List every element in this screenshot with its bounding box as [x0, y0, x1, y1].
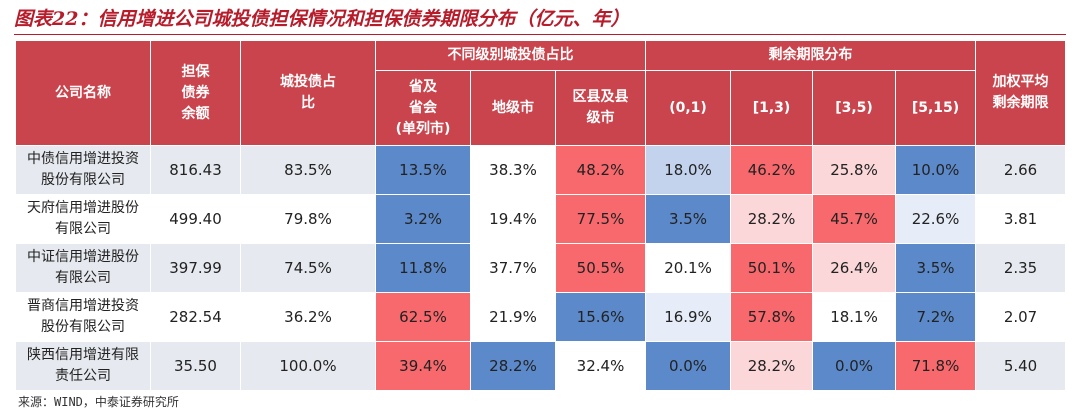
value-cell: 7.2%: [895, 292, 977, 342]
header-cell: 区县及县 级市: [554, 70, 647, 146]
value-cell: 3.5%: [645, 194, 732, 244]
company-name: 中债信用增进投资股份有限公司: [27, 151, 139, 188]
company-name: 中证信用增进股份有限公司: [27, 249, 139, 286]
value-cell: 15.6%: [554, 292, 647, 342]
value-cell: 62.5%: [375, 292, 471, 342]
value-cell: 21.9%: [470, 292, 556, 342]
company-cell: 中证信用增进股份有限公司: [15, 243, 151, 293]
table-row: 天府信用增进股份有限公司 499.40 79.8% 3.2% 19.4% 77.5% 3.5…: [15, 194, 1067, 244]
value-cell: 100.0%: [240, 341, 376, 391]
header-cell: (0,1): [645, 70, 732, 146]
group-header: 剩余期限分布: [645, 40, 977, 71]
company-cell: 陕西信用增进有限责任公司: [15, 341, 151, 391]
value-cell: 50.1%: [730, 243, 814, 293]
value-cell: 18.1%: [812, 292, 897, 342]
company-cell: 中债信用增进投资股份有限公司: [15, 145, 151, 195]
value-cell: 3.81: [975, 194, 1067, 244]
value-cell: 83.5%: [240, 145, 376, 195]
company-cell: 天府信用增进股份有限公司: [15, 194, 151, 244]
header-cell: [5,15): [895, 70, 977, 146]
value-cell: 816.43: [150, 145, 241, 195]
header-cell: 加权平均 剩余期限: [975, 40, 1067, 146]
value-cell: 16.9%: [645, 292, 732, 342]
value-cell: 2.35: [975, 243, 1067, 293]
value-cell: 46.2%: [730, 145, 814, 195]
value-cell: 38.3%: [470, 145, 556, 195]
value-cell: 10.0%: [895, 145, 977, 195]
value-cell: 37.7%: [470, 243, 556, 293]
value-cell: 57.8%: [730, 292, 814, 342]
title: 图表22：信用增进公司城投债担保情况和担保债券期限分布（亿元、年）: [14, 4, 1066, 35]
table-row: 晋商信用增进投资股份有限公司 282.54 36.2% 62.5% 21.9% 15.6%…: [15, 292, 1067, 342]
value-cell: 0.0%: [812, 341, 897, 391]
company-name: 陕西信用增进有限责任公司: [27, 347, 139, 384]
value-cell: 397.99: [150, 243, 241, 293]
header-cell: [1,3): [730, 70, 814, 146]
value-cell: 0.0%: [645, 341, 732, 391]
group-header: 不同级别城投债占比: [374, 40, 647, 71]
value-cell: 2.66: [975, 145, 1067, 195]
header-cell: 公司名称: [15, 40, 151, 146]
value-cell: 32.4%: [554, 341, 647, 391]
header-cell: 地级市: [470, 70, 556, 146]
value-cell: 74.5%: [240, 243, 376, 293]
company-cell: 晋商信用增进投资股份有限公司: [15, 292, 151, 342]
value-cell: 2.07: [975, 292, 1067, 342]
value-cell: 20.1%: [645, 243, 732, 293]
value-cell: 3.5%: [895, 243, 977, 293]
value-cell: 11.8%: [375, 243, 471, 293]
value-cell: 71.8%: [895, 341, 977, 391]
value-cell: 77.5%: [554, 194, 647, 244]
value-cell: 35.50: [150, 341, 241, 391]
value-cell: 28.2%: [730, 194, 814, 244]
value-cell: 18.0%: [645, 145, 732, 195]
table-row: 中证信用增进股份有限公司 397.99 74.5% 11.8% 37.7% 50.5% 20…: [15, 243, 1067, 293]
value-cell: 28.2%: [730, 341, 814, 391]
value-cell: 25.8%: [812, 145, 897, 195]
value-cell: 79.8%: [240, 194, 376, 244]
value-cell: 5.40: [975, 341, 1067, 391]
value-cell: 48.2%: [554, 145, 647, 195]
table-row: 中债信用增进投资股份有限公司 816.43 83.5% 13.5% 38.3% 48.2%…: [15, 145, 1067, 195]
table: 公司名称 担保 债券 余额 城投债占 比 不同级别城投债占比 剩余期限分布 加权…: [15, 40, 1067, 391]
table-row: 陕西信用增进有限责任公司 35.50 100.0% 39.4% 28.2% 32.4% 0.…: [15, 341, 1067, 391]
company-name: 天府信用增进股份有限公司: [27, 200, 139, 237]
value-cell: 28.2%: [470, 341, 556, 391]
source: 来源：WIND，中泰证券研究所: [18, 395, 179, 409]
header-cell: 省及 省会 (单列市): [375, 70, 471, 146]
header-cell: 担保 债券 余额: [150, 40, 241, 146]
value-cell: 22.6%: [895, 194, 977, 244]
value-cell: 499.40: [150, 194, 241, 244]
value-cell: 39.4%: [375, 341, 471, 391]
header-cell: 城投债占 比: [240, 40, 376, 146]
header-cell: [3,5): [812, 70, 897, 146]
value-cell: 45.7%: [812, 194, 897, 244]
value-cell: 3.2%: [375, 194, 471, 244]
value-cell: 36.2%: [240, 292, 376, 342]
table-body: 中债信用增进投资股份有限公司 816.43 83.5% 13.5% 38.3% 48.2%…: [15, 145, 1067, 391]
value-cell: 50.5%: [554, 243, 647, 293]
value-cell: 13.5%: [375, 145, 471, 195]
value-cell: 282.54: [150, 292, 241, 342]
value-cell: 19.4%: [470, 194, 556, 244]
company-name: 晋商信用增进投资股份有限公司: [27, 298, 139, 335]
value-cell: 26.4%: [812, 243, 897, 293]
